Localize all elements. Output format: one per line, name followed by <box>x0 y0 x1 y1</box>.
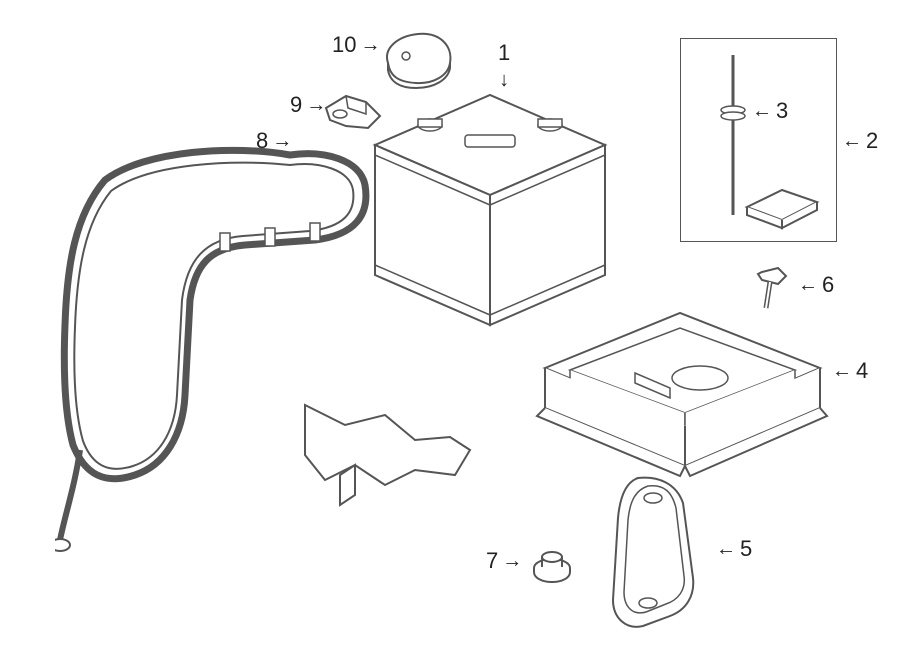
callout-number: 4 <box>856 358 868 384</box>
callout-3: ← 3 <box>752 98 788 124</box>
battery <box>360 75 615 335</box>
callout-9: 9 → <box>290 92 326 118</box>
callout-number: 3 <box>776 98 788 124</box>
callout-4: ← 4 <box>832 358 868 384</box>
callout-number: 8 <box>256 128 268 154</box>
callout-number: 2 <box>866 128 878 154</box>
callout-1: 1 ↓ <box>498 40 510 90</box>
arrow-left-icon: ← <box>716 539 736 559</box>
callout-number: 1 <box>498 40 510 66</box>
hold-down-wedge <box>742 182 822 232</box>
terminal-cover <box>378 28 458 90</box>
cap-nut <box>528 540 576 586</box>
battery-tray <box>525 298 835 486</box>
callout-6: ← 6 <box>798 272 834 298</box>
arrow-right-icon: → <box>360 35 380 55</box>
arrow-right-icon: → <box>306 95 326 115</box>
callout-2: ← 2 <box>842 128 878 154</box>
terminal-clamp <box>318 88 388 136</box>
arrow-left-icon: ← <box>798 275 818 295</box>
callout-number: 7 <box>486 548 498 574</box>
callout-7: 7 → <box>486 548 522 574</box>
callout-number: 10 <box>332 32 356 58</box>
callout-number: 5 <box>740 536 752 562</box>
callout-8: 8 → <box>256 128 292 154</box>
arrow-down-icon: ↓ <box>499 70 509 90</box>
arrow-right-icon: → <box>272 131 292 151</box>
callout-10: 10 → <box>332 32 380 58</box>
callout-5: ← 5 <box>716 536 752 562</box>
arrow-right-icon: → <box>502 551 522 571</box>
callout-number: 6 <box>822 272 834 298</box>
parts-diagram: 1 ↓ ← 2 ← 3 ← 4 ← 5 ← 6 7 → 8 → 9 → 10 → <box>0 0 900 661</box>
callout-number: 9 <box>290 92 302 118</box>
bracket <box>598 468 713 636</box>
arrow-left-icon: ← <box>842 131 862 151</box>
arrow-left-icon: ← <box>832 361 852 381</box>
arrow-left-icon: ← <box>752 101 772 121</box>
